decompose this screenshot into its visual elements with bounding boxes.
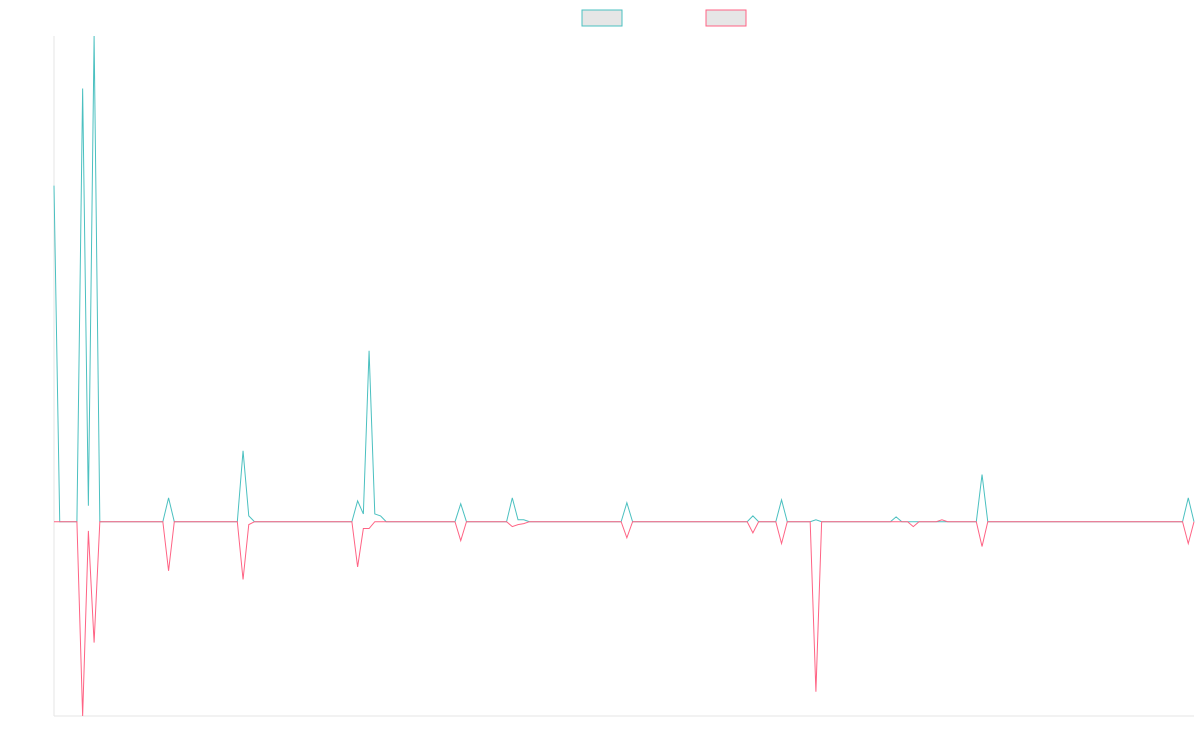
- series-line: [54, 519, 1195, 717]
- series-line: [53, 35, 1195, 523]
- legend-swatch: [705, 9, 747, 27]
- legend-swatch: [581, 9, 623, 27]
